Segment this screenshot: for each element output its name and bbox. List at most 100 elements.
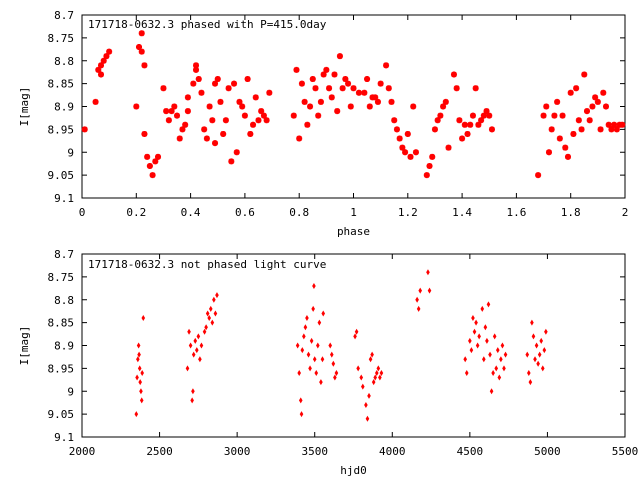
data-point bbox=[233, 149, 240, 156]
data-point bbox=[542, 347, 547, 354]
data-point bbox=[252, 94, 259, 101]
data-point bbox=[371, 379, 376, 386]
data-point bbox=[469, 347, 474, 354]
data-point bbox=[295, 342, 300, 349]
data-point bbox=[319, 379, 323, 386]
data-point bbox=[136, 44, 143, 51]
data-point bbox=[426, 162, 433, 169]
y-tick-label: 9.1 bbox=[54, 431, 74, 444]
data-point bbox=[531, 333, 536, 340]
y-tick-label: 8.9 bbox=[54, 101, 74, 114]
data-point bbox=[342, 76, 349, 83]
data-point bbox=[299, 411, 304, 418]
data-point bbox=[528, 379, 533, 386]
data-point bbox=[573, 85, 580, 92]
data-point bbox=[491, 369, 495, 376]
data-point bbox=[502, 365, 506, 372]
data-points bbox=[81, 30, 626, 179]
data-point bbox=[266, 89, 273, 96]
data-point bbox=[495, 347, 500, 354]
data-point bbox=[141, 62, 148, 69]
data-point bbox=[464, 130, 471, 137]
y-tick-label: 9.05 bbox=[48, 169, 75, 182]
data-point bbox=[469, 112, 476, 119]
data-point bbox=[293, 66, 300, 73]
data-point bbox=[334, 369, 339, 376]
data-point bbox=[296, 135, 303, 142]
data-point bbox=[314, 369, 319, 376]
data-point bbox=[203, 135, 210, 142]
data-point bbox=[489, 388, 494, 395]
data-point bbox=[602, 103, 609, 110]
data-point bbox=[581, 71, 588, 78]
data-point bbox=[176, 135, 183, 142]
data-point bbox=[619, 121, 626, 128]
data-point bbox=[184, 108, 191, 115]
data-point bbox=[336, 53, 343, 60]
data-point bbox=[138, 48, 145, 55]
data-point bbox=[214, 76, 221, 83]
data-point bbox=[241, 112, 248, 119]
data-point bbox=[477, 333, 481, 340]
data-point bbox=[539, 337, 544, 344]
data-point bbox=[586, 117, 593, 124]
data-point bbox=[160, 85, 167, 92]
data-point bbox=[196, 333, 201, 340]
x-tick-label: 1.6 bbox=[506, 206, 526, 219]
y-tick-label: 8.8 bbox=[54, 294, 74, 307]
x-tick-label: 3000 bbox=[224, 445, 251, 458]
data-point bbox=[81, 126, 88, 133]
data-point bbox=[328, 94, 335, 101]
data-point bbox=[471, 315, 475, 322]
data-point bbox=[168, 108, 175, 115]
data-point bbox=[377, 80, 384, 87]
data-point bbox=[562, 144, 569, 151]
data-point bbox=[155, 153, 162, 160]
data-point bbox=[368, 356, 373, 363]
data-point bbox=[195, 76, 202, 83]
data-point bbox=[215, 292, 219, 299]
data-point bbox=[326, 85, 333, 92]
data-point bbox=[308, 365, 312, 372]
data-point bbox=[317, 98, 324, 105]
data-point bbox=[359, 374, 364, 381]
data-point bbox=[468, 337, 472, 344]
data-point bbox=[494, 365, 499, 372]
data-point bbox=[583, 108, 590, 115]
data-point bbox=[540, 112, 547, 119]
data-point bbox=[239, 103, 246, 110]
data-point bbox=[388, 98, 395, 105]
x-tick-label: 2 bbox=[622, 206, 629, 219]
data-point bbox=[480, 112, 487, 119]
data-point bbox=[212, 296, 216, 303]
data-point bbox=[106, 48, 113, 55]
data-point bbox=[184, 94, 191, 101]
x-tick-label: 5000 bbox=[534, 445, 561, 458]
data-point bbox=[317, 319, 322, 326]
data-point bbox=[140, 369, 144, 376]
data-point bbox=[475, 342, 480, 349]
data-point bbox=[480, 305, 485, 312]
data-point bbox=[556, 135, 563, 142]
data-point bbox=[543, 103, 550, 110]
data-point bbox=[497, 374, 502, 381]
data-point bbox=[191, 351, 196, 358]
data-point bbox=[165, 117, 172, 124]
data-point bbox=[260, 112, 267, 119]
data-point bbox=[370, 351, 374, 358]
data-point bbox=[613, 126, 620, 133]
x-tick-label: 2500 bbox=[146, 445, 173, 458]
data-point bbox=[334, 108, 341, 115]
data-point bbox=[210, 319, 215, 326]
data-point bbox=[231, 80, 238, 87]
y-tick-label: 8.8 bbox=[54, 55, 74, 68]
data-points bbox=[134, 269, 548, 422]
data-point bbox=[537, 351, 542, 358]
data-point bbox=[463, 356, 468, 363]
data-point bbox=[302, 333, 306, 340]
data-point bbox=[138, 379, 142, 386]
data-point bbox=[263, 117, 270, 124]
data-point bbox=[554, 98, 561, 105]
data-point bbox=[209, 117, 216, 124]
unphased-plot: 2000 2500 3000 3500 4000 4500 5000 5500 8.7 8.75 8… bbox=[18, 248, 638, 477]
